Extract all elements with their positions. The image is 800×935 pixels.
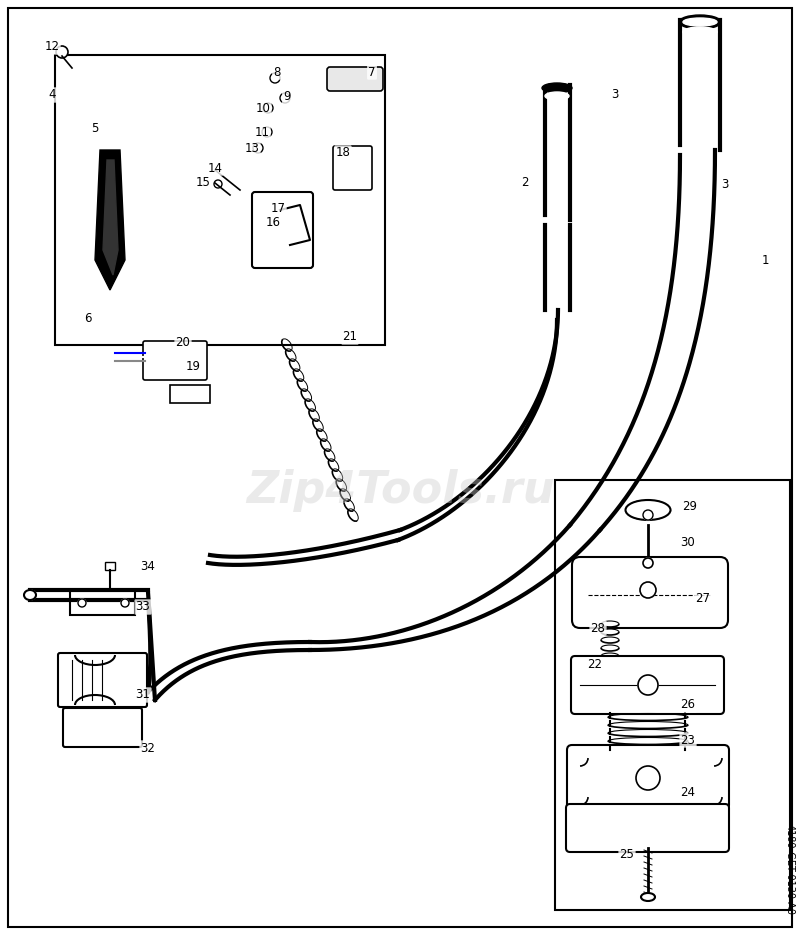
Text: 12: 12 [45,40,59,53]
Circle shape [643,558,653,568]
Text: 4180-GET-0130-A0: 4180-GET-0130-A0 [785,825,795,915]
Circle shape [640,582,656,598]
Text: 28: 28 [590,622,606,635]
Text: 3: 3 [611,89,618,102]
Circle shape [78,599,86,607]
Bar [170,385,210,403]
Text: 26: 26 [681,698,695,712]
Bar [555,480,790,910]
Circle shape [56,46,68,58]
Circle shape [638,675,658,695]
Text: 11: 11 [254,125,270,138]
Circle shape [214,180,222,188]
Text: 31: 31 [135,688,150,701]
FancyBboxPatch shape [566,804,729,852]
Text: 10: 10 [255,102,270,114]
Text: 14: 14 [207,162,222,175]
Circle shape [78,599,86,607]
FancyBboxPatch shape [333,146,372,190]
Circle shape [636,766,660,790]
Text: 5: 5 [91,122,98,135]
FancyBboxPatch shape [567,745,729,810]
Circle shape [121,599,129,607]
Text: 16: 16 [266,215,281,228]
Ellipse shape [679,15,721,29]
Circle shape [121,599,129,607]
Text: 32: 32 [141,741,155,755]
Circle shape [638,675,658,695]
Text: Zip4Tools.ru: Zip4Tools.ru [246,468,554,511]
Bar [70,590,135,615]
Circle shape [643,510,653,520]
Text: 22: 22 [587,658,602,671]
Text: 9: 9 [283,91,290,104]
Ellipse shape [683,27,717,37]
Text: 25: 25 [619,848,634,861]
Circle shape [263,103,273,113]
Text: 15: 15 [195,176,210,189]
Text: 19: 19 [186,361,201,373]
Circle shape [643,558,653,568]
Text: 7: 7 [368,65,376,79]
Text: 27: 27 [695,592,710,605]
Bar [55,55,385,345]
Text: 6: 6 [84,311,92,324]
Circle shape [253,143,263,153]
Circle shape [640,582,656,598]
Text: 3: 3 [722,179,729,192]
Circle shape [262,127,272,137]
Circle shape [643,510,653,520]
Text: 4: 4 [48,89,56,102]
Circle shape [636,766,660,790]
Ellipse shape [683,18,717,26]
Text: 30: 30 [681,537,695,550]
Ellipse shape [641,893,655,901]
FancyBboxPatch shape [571,656,724,714]
Polygon shape [103,160,118,275]
Text: 20: 20 [175,337,190,350]
FancyBboxPatch shape [327,67,383,91]
Text: 2: 2 [522,176,529,189]
Polygon shape [95,150,125,290]
Ellipse shape [626,500,670,520]
Text: 34: 34 [141,560,155,573]
Text: 1: 1 [762,253,769,266]
Text: 17: 17 [270,202,286,214]
Text: 21: 21 [342,330,358,343]
FancyBboxPatch shape [572,557,728,628]
FancyBboxPatch shape [143,341,207,380]
Text: 23: 23 [681,733,695,746]
Circle shape [270,73,280,83]
Text: 8: 8 [274,65,281,79]
Text: 33: 33 [136,600,150,613]
Circle shape [280,93,290,103]
Text: 18: 18 [335,147,350,160]
Ellipse shape [641,893,655,901]
Text: 13: 13 [245,141,259,154]
Ellipse shape [24,590,36,600]
FancyBboxPatch shape [252,192,313,268]
Bar [105,562,115,570]
Text: 29: 29 [682,500,698,513]
FancyBboxPatch shape [63,708,142,747]
Ellipse shape [545,92,569,100]
FancyBboxPatch shape [58,653,147,707]
Text: 24: 24 [681,786,695,799]
Ellipse shape [542,83,572,93]
